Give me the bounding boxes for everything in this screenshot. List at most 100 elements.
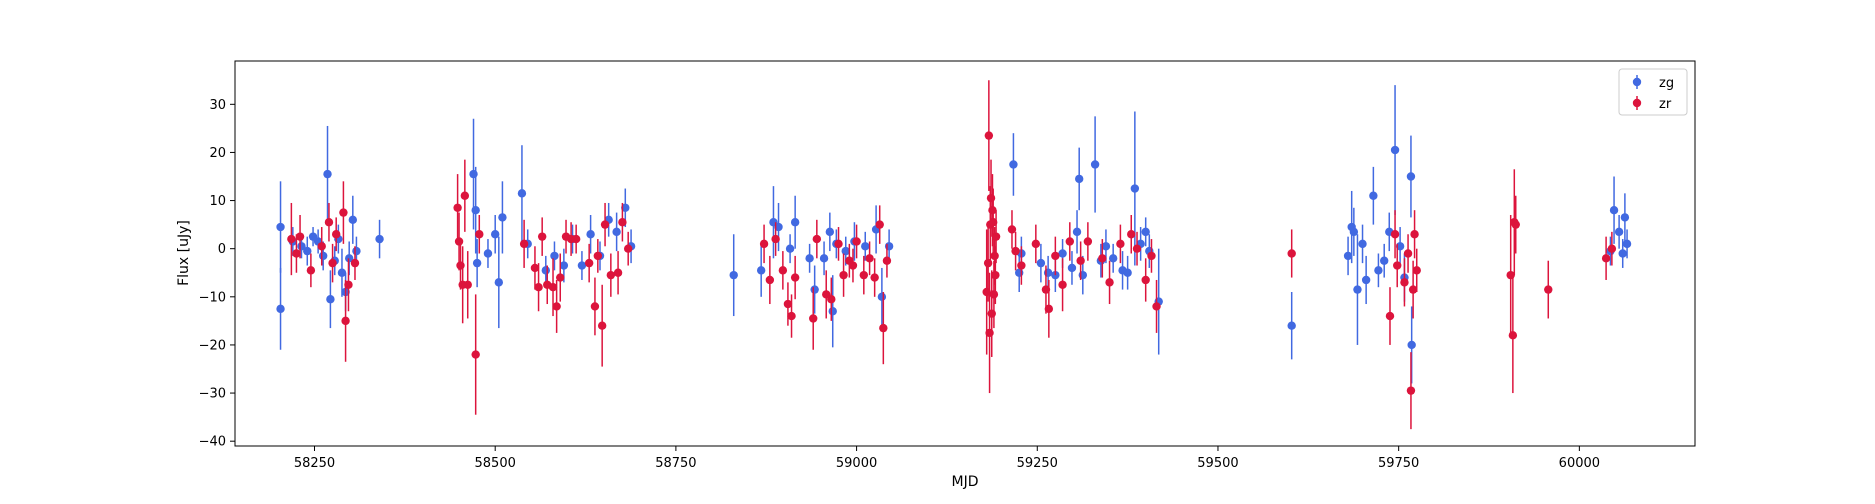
data-point — [756, 266, 766, 275]
data-point — [879, 323, 888, 333]
data-point — [584, 258, 594, 268]
data-point — [828, 307, 837, 316]
data-point — [790, 273, 800, 282]
data-point — [1287, 249, 1296, 258]
data-point — [1078, 270, 1088, 280]
data-point — [1374, 266, 1383, 275]
marks-layer — [276, 80, 1632, 430]
data-point — [460, 191, 470, 200]
data-point — [471, 205, 480, 215]
data-point — [1152, 302, 1161, 311]
y-tick-label: 0 — [218, 242, 226, 257]
data-point — [1406, 386, 1416, 395]
data-point — [983, 258, 993, 268]
data-point — [1287, 321, 1296, 330]
data-point — [1506, 270, 1515, 280]
data-point — [810, 285, 819, 294]
legend-marker — [1632, 77, 1642, 87]
data-point — [1390, 145, 1400, 155]
data-point — [1116, 239, 1125, 249]
data-point — [348, 215, 358, 225]
data-point — [1403, 249, 1413, 258]
data-point — [1051, 251, 1060, 261]
data-point — [825, 227, 835, 237]
data-point — [295, 232, 305, 241]
data-point — [859, 270, 869, 280]
legend-label: zr — [1659, 97, 1672, 112]
data-point — [276, 304, 285, 314]
data-point — [550, 251, 559, 261]
data-point — [593, 251, 603, 261]
data-point — [494, 278, 504, 287]
data-point — [1011, 246, 1020, 256]
data-point — [350, 258, 360, 268]
data-point — [1127, 230, 1136, 239]
data-point — [1620, 213, 1630, 222]
data-point — [877, 292, 887, 302]
data-point — [548, 282, 558, 292]
data-point — [1041, 285, 1051, 294]
data-point — [783, 299, 793, 309]
data-point — [988, 218, 998, 227]
data-point — [618, 218, 627, 227]
data-point — [318, 251, 328, 261]
data-point — [875, 220, 884, 229]
data-point — [1609, 205, 1619, 215]
data-point — [1123, 268, 1132, 277]
data-point — [1108, 254, 1118, 263]
legend-item-zg: zg — [1632, 75, 1674, 91]
data-point — [1067, 263, 1077, 273]
data-point — [1044, 304, 1054, 314]
data-point — [852, 237, 861, 246]
data-point — [812, 234, 822, 244]
data-point — [621, 203, 630, 212]
x-axis: 58250 58500 58750 59000 59250 59500 59750 60000 — [294, 446, 1600, 471]
data-point — [765, 275, 775, 285]
data-point — [344, 280, 353, 289]
data-point — [339, 208, 348, 217]
data-point — [1380, 256, 1389, 265]
data-point — [1105, 278, 1114, 287]
data-point — [1358, 239, 1367, 249]
data-point — [1390, 230, 1400, 239]
x-tick-label: 58750 — [655, 456, 696, 471]
data-point — [317, 242, 326, 251]
data-point — [326, 295, 335, 304]
data-point — [469, 169, 478, 179]
axes-layer: 58250 58500 58750 59000 59250 59500 59750 60000… — [199, 98, 1600, 471]
data-point — [517, 189, 527, 198]
y-tick-label: 10 — [209, 194, 226, 209]
data-point — [1361, 275, 1371, 285]
data-point — [1412, 266, 1421, 275]
data-point — [1074, 174, 1084, 184]
x-tick-label: 58250 — [294, 456, 335, 471]
data-point — [287, 234, 296, 244]
y-tick-label: −40 — [199, 435, 226, 450]
data-point — [600, 220, 610, 229]
data-point — [1614, 227, 1624, 237]
x-tick-label: 59000 — [836, 456, 877, 471]
data-point — [612, 227, 621, 237]
data-point — [1511, 220, 1520, 229]
y-tick-label: −30 — [199, 387, 226, 402]
data-point — [1400, 278, 1409, 287]
legend-label: zg — [1659, 76, 1674, 91]
data-point — [1395, 242, 1405, 251]
data-point — [490, 230, 500, 239]
data-point — [805, 254, 814, 263]
data-point — [991, 232, 1001, 241]
data-point — [341, 316, 350, 326]
data-point — [1036, 258, 1046, 268]
data-point — [1065, 237, 1075, 246]
data-point — [324, 218, 334, 227]
data-point — [1132, 244, 1142, 253]
data-point — [861, 242, 870, 251]
data-point — [827, 295, 836, 304]
data-point — [1544, 285, 1553, 294]
data-point — [1101, 242, 1111, 251]
data-point — [984, 131, 994, 140]
data-point — [809, 314, 818, 323]
y-tick-label: 30 — [209, 98, 226, 113]
